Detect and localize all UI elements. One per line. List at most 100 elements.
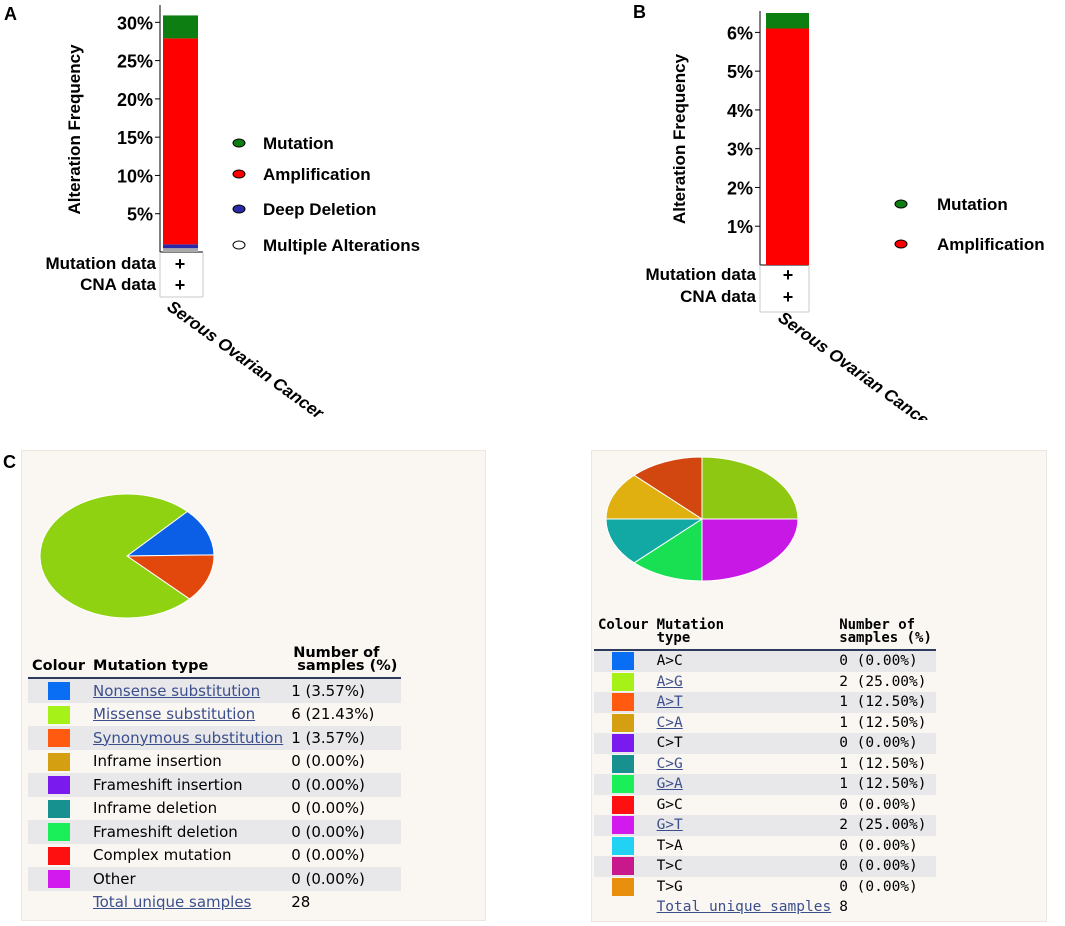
sample-count-cell: 0 (0.00%) <box>287 773 402 797</box>
sample-count-cell: 0 (0.00%) <box>287 820 402 844</box>
panel-d-box: Colour Mutation type Number of samples (… <box>591 450 1047 922</box>
mutation-type-cell[interactable]: C>A <box>656 714 683 731</box>
mutation-type-cell: T>C <box>652 856 836 877</box>
mutation-type-cell: Complex mutation <box>93 846 232 865</box>
pie-slice-g-a <box>633 518 703 582</box>
table-row: Nonsense substitution 1 (3.57%) <box>28 678 402 703</box>
pie-slice-g-t <box>701 518 799 582</box>
mutation-type-table-c: Colour Mutation type Number of samples (… <box>28 646 402 915</box>
y-tick-label: 2% <box>727 178 753 198</box>
mutation-type-cell[interactable]: Missense substitution <box>93 705 256 724</box>
pie-slice-a-t <box>633 456 703 520</box>
legend-label: Amplification <box>263 165 371 184</box>
legend-label: Mutation <box>263 134 334 153</box>
colour-cell <box>28 703 89 727</box>
colour-swatch <box>612 652 635 671</box>
legend-marker <box>232 169 246 179</box>
row-mark: + <box>175 275 186 295</box>
colour-cell <box>28 820 90 844</box>
colour-cell <box>28 844 89 868</box>
total-row: Total unique samples 28 <box>28 891 401 915</box>
sample-count-cell: 0 (0.00%) <box>839 878 918 895</box>
x-category-label: Serous Ovarian Cancer <box>775 308 939 420</box>
mutation-type-cell: A>C <box>652 650 836 672</box>
mutation-type-cell: C>T <box>652 733 836 754</box>
colour-swatch <box>612 836 635 855</box>
row-label: CNA data <box>80 275 156 294</box>
mutation-type-cell[interactable]: A>T <box>652 692 836 713</box>
mutation-type-cell[interactable]: G>T <box>652 815 836 836</box>
table-row: T>G 0 (0.00%) <box>594 877 936 898</box>
bar-amplification <box>766 28 809 266</box>
sample-count-cell: 0 (0.00%) <box>839 837 918 854</box>
mutation-type-cell[interactable]: Nonsense substitution <box>89 678 288 703</box>
colour-cell <box>594 692 653 713</box>
total-unique-samples-value: 8 <box>839 899 848 916</box>
sample-count-cell: 0 (0.00%) <box>835 856 936 877</box>
mutation-type-cell: Frameshift insertion <box>89 773 288 797</box>
colour-swatch <box>612 775 635 794</box>
colour-cell <box>594 856 653 877</box>
mutation-type-cell[interactable]: C>G <box>656 755 683 772</box>
mutation-type-cell: Frameshift deletion <box>89 820 288 844</box>
mutation-type-cell[interactable]: G>A <box>652 774 836 795</box>
table-row: A>G 2 (25.00%) <box>594 672 936 693</box>
row-mark: + <box>175 254 186 274</box>
panel-letter-b: B <box>633 2 646 22</box>
mutation-type-header: Mutation type <box>653 617 836 650</box>
colour-cell <box>594 713 653 734</box>
table-row: A>T 1 (12.50%) <box>594 692 936 713</box>
colour-swatch <box>612 693 635 712</box>
table-row: Synonymous substitution 1 (3.57%) <box>28 726 402 750</box>
colour-swatch <box>612 734 635 753</box>
pie-chart-c <box>39 493 215 619</box>
colour-swatch <box>47 752 70 771</box>
bar-amplification <box>163 38 198 245</box>
mutation-type-cell: G>C <box>656 796 683 813</box>
total-empty-cell <box>594 897 653 918</box>
colour-cell <box>594 650 653 672</box>
table-row: C>A 1 (12.50%) <box>594 713 936 734</box>
pie-slice-c-a <box>605 474 704 520</box>
y-tick-label: 5% <box>127 205 153 225</box>
mutation-type-cell: T>A <box>656 837 683 854</box>
colour-cell <box>28 750 89 774</box>
sample-count-cell: 6 (21.43%) <box>291 705 375 724</box>
mutation-type-cell: Inframe insertion <box>93 752 222 771</box>
mutation-type-cell: T>G <box>656 878 683 895</box>
colour-swatch <box>47 729 70 747</box>
mutation-type-cell[interactable]: Synonymous substitution <box>89 726 288 750</box>
colour-cell <box>28 773 90 797</box>
total-unique-samples-value: 28 <box>291 893 311 912</box>
bar-mutation <box>766 13 809 29</box>
colour-cell <box>28 797 89 821</box>
colour-swatch <box>47 705 70 724</box>
legend-label: Mutation <box>937 195 1008 214</box>
y-tick-label: 3% <box>727 140 753 160</box>
legend-label: Amplification <box>937 235 1045 254</box>
pie-slice-synonymous-substitution <box>125 554 215 600</box>
row-label: CNA data <box>680 287 756 306</box>
total-unique-samples-link[interactable]: Total unique samples <box>93 893 252 912</box>
table-row: Inframe deletion 0 (0.00%) <box>28 797 401 821</box>
colour-cell <box>594 774 653 795</box>
type-header-line1: Mutation <box>656 617 725 633</box>
colour-header: Colour <box>32 658 86 674</box>
table-row: T>C 0 (0.00%) <box>594 856 936 877</box>
sample-count-cell: 0 (0.00%) <box>287 867 402 891</box>
sample-count-cell: 2 (25.00%) <box>835 815 936 836</box>
y-tick-label: 25% <box>117 52 153 72</box>
row-label: Mutation data <box>646 265 757 284</box>
y-tick-label: 4% <box>727 101 753 121</box>
colour-swatch <box>47 846 70 865</box>
colour-swatch <box>47 799 70 818</box>
total-unique-samples-link[interactable]: Total unique samples <box>656 899 832 916</box>
mutation-type-cell[interactable]: A>G <box>656 673 683 690</box>
colour-cell <box>594 795 653 816</box>
number-of-samples-header: Number of samples (%) <box>287 646 401 678</box>
mutation-type-cell: Other <box>89 867 288 891</box>
chart-b: Alteration Frequency 1% 2% 3% 4% 5% 6% Mutation… <box>646 11 1045 420</box>
colour-swatch <box>612 795 635 814</box>
table-row: Frameshift insertion 0 (0.00%) <box>28 773 402 797</box>
colour-cell <box>594 877 653 898</box>
